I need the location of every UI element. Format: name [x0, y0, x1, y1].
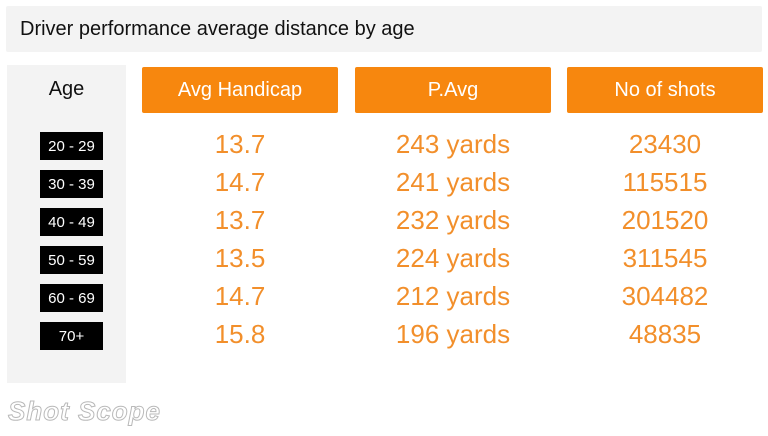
p-avg-cell: 241 yards — [395, 167, 511, 197]
age-panel: Age 20 - 29 30 - 39 40 - 49 50 - 59 60 -… — [7, 65, 126, 383]
age-badge: 20 - 29 — [40, 132, 103, 160]
handicap-cell: 15.8 — [214, 319, 266, 349]
age-badge: 70+ — [40, 322, 103, 350]
shots-cell: 304482 — [621, 281, 709, 311]
avg-handicap-header: Avg Handicap — [142, 67, 338, 113]
chart-title: Driver performance average distance by a… — [20, 18, 415, 40]
shots-cell: 201520 — [621, 205, 709, 235]
age-column-header: Age — [48, 78, 85, 100]
p-avg-cell: 232 yards — [395, 205, 511, 235]
p-avg-cell: 243 yards — [395, 129, 511, 159]
shots-cell: 23430 — [628, 129, 702, 159]
p-avg-cell: 196 yards — [395, 319, 511, 349]
p-avg-cell: 212 yards — [395, 281, 511, 311]
age-badge: 30 - 39 — [40, 170, 103, 198]
p-avg-header: P.Avg — [355, 67, 551, 113]
title-bar: Driver performance average distance by a… — [6, 6, 762, 52]
handicap-cell: 13.5 — [214, 243, 266, 273]
age-badge: 40 - 49 — [40, 208, 103, 236]
handicap-cell: 13.7 — [214, 129, 266, 159]
handicap-cell: 13.7 — [214, 205, 266, 235]
age-badge: 60 - 69 — [40, 284, 103, 312]
age-badge: 50 - 59 — [40, 246, 103, 274]
shots-cell: 48835 — [628, 319, 702, 349]
shots-cell: 311545 — [622, 243, 708, 273]
shot-scope-logo: Shot Scope — [7, 396, 162, 427]
handicap-cell: 14.7 — [214, 281, 266, 311]
p-avg-cell: 224 yards — [395, 243, 511, 273]
no-of-shots-header: No of shots — [567, 67, 763, 113]
shots-cell: 115515 — [622, 167, 708, 197]
handicap-cell: 14.7 — [214, 167, 266, 197]
